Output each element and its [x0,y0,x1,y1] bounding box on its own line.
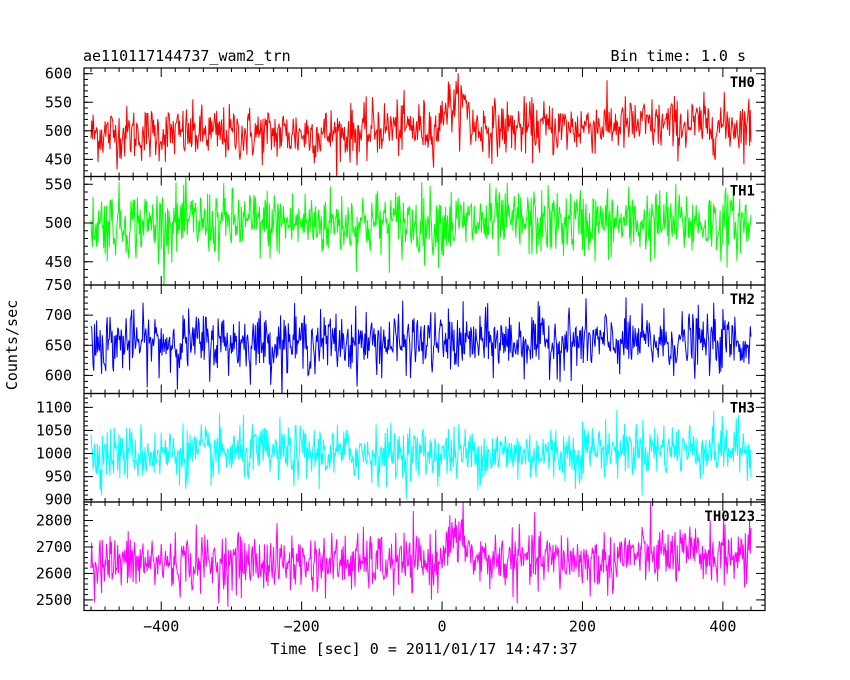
y-tick-label: 450 [45,253,72,271]
panel-label-th0: TH0 [730,75,755,91]
x-tick-label: 200 [569,618,596,636]
panel-label-th2: TH2 [730,292,755,308]
panel-label-th3: TH3 [730,401,755,417]
panel-frame [83,501,766,612]
y-tick-label: 2800 [36,512,72,530]
bin-time-label: Bin time: 1.0 s [611,47,746,65]
y-tick-label: 500 [45,214,72,232]
series-line-th0 [90,73,752,177]
y-tick-label: 600 [45,366,72,384]
y-tick-label: 550 [45,93,72,111]
y-tick-label: 1000 [36,445,72,463]
y-tick-label: 2500 [36,591,72,609]
x-tick-label: 400 [709,618,736,636]
y-tick-label: 2600 [36,564,72,582]
y-tick-label: 1100 [36,398,72,416]
y-tick-label: 500 [45,122,72,140]
series-line-th2 [90,297,752,394]
y-tick-label: 2700 [36,538,72,556]
panels-group: 450 500 550 600 TH0 450 500 550 TH1 600 650 700 750 T… [36,65,766,636]
chart-title: ae110117144737_wam2_trn [83,47,291,65]
y-tick-label: 450 [45,150,72,168]
y-tick-label: 900 [45,491,72,509]
y-tick-label: 550 [45,175,72,193]
y-axis-label: Counts/sec [3,300,21,390]
x-axis-label: Time [sec] 0 = 2011/01/17 14:47:37 [270,640,577,658]
panel-label-th0123: TH0123 [704,509,755,525]
series-line-th3 [90,409,752,500]
y-tick-label: 700 [45,306,72,324]
panel-label-th1: TH1 [730,184,755,200]
y-tick-label: 650 [45,336,72,354]
x-tick-label: 0 [438,618,447,636]
series-line-th1 [90,176,752,285]
y-tick-label: 750 [45,276,72,294]
x-tick-label: −200 [284,618,320,636]
series-line-th0123 [90,502,752,607]
x-tick-label: −400 [143,618,179,636]
y-tick-label: 950 [45,468,72,486]
y-tick-label: 600 [45,65,72,83]
y-tick-label: 1050 [36,421,72,439]
